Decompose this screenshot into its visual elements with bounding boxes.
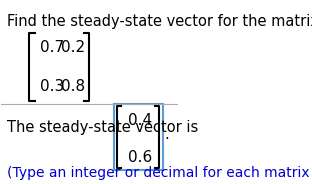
Text: 0.7: 0.7 [40, 40, 64, 55]
Text: The steady-state vector is: The steady-state vector is [7, 120, 198, 135]
Text: .: . [164, 127, 169, 142]
Text: 0.8: 0.8 [61, 79, 85, 94]
Text: (Type an integer or decimal for each matrix element.: (Type an integer or decimal for each mat… [7, 166, 312, 180]
Text: 0.2: 0.2 [61, 40, 85, 55]
Text: 0.3: 0.3 [40, 79, 64, 94]
Text: Find the steady-state vector for the matrix below.: Find the steady-state vector for the mat… [7, 14, 312, 29]
Text: 0.4: 0.4 [128, 113, 152, 128]
Text: 0.6: 0.6 [128, 150, 152, 165]
